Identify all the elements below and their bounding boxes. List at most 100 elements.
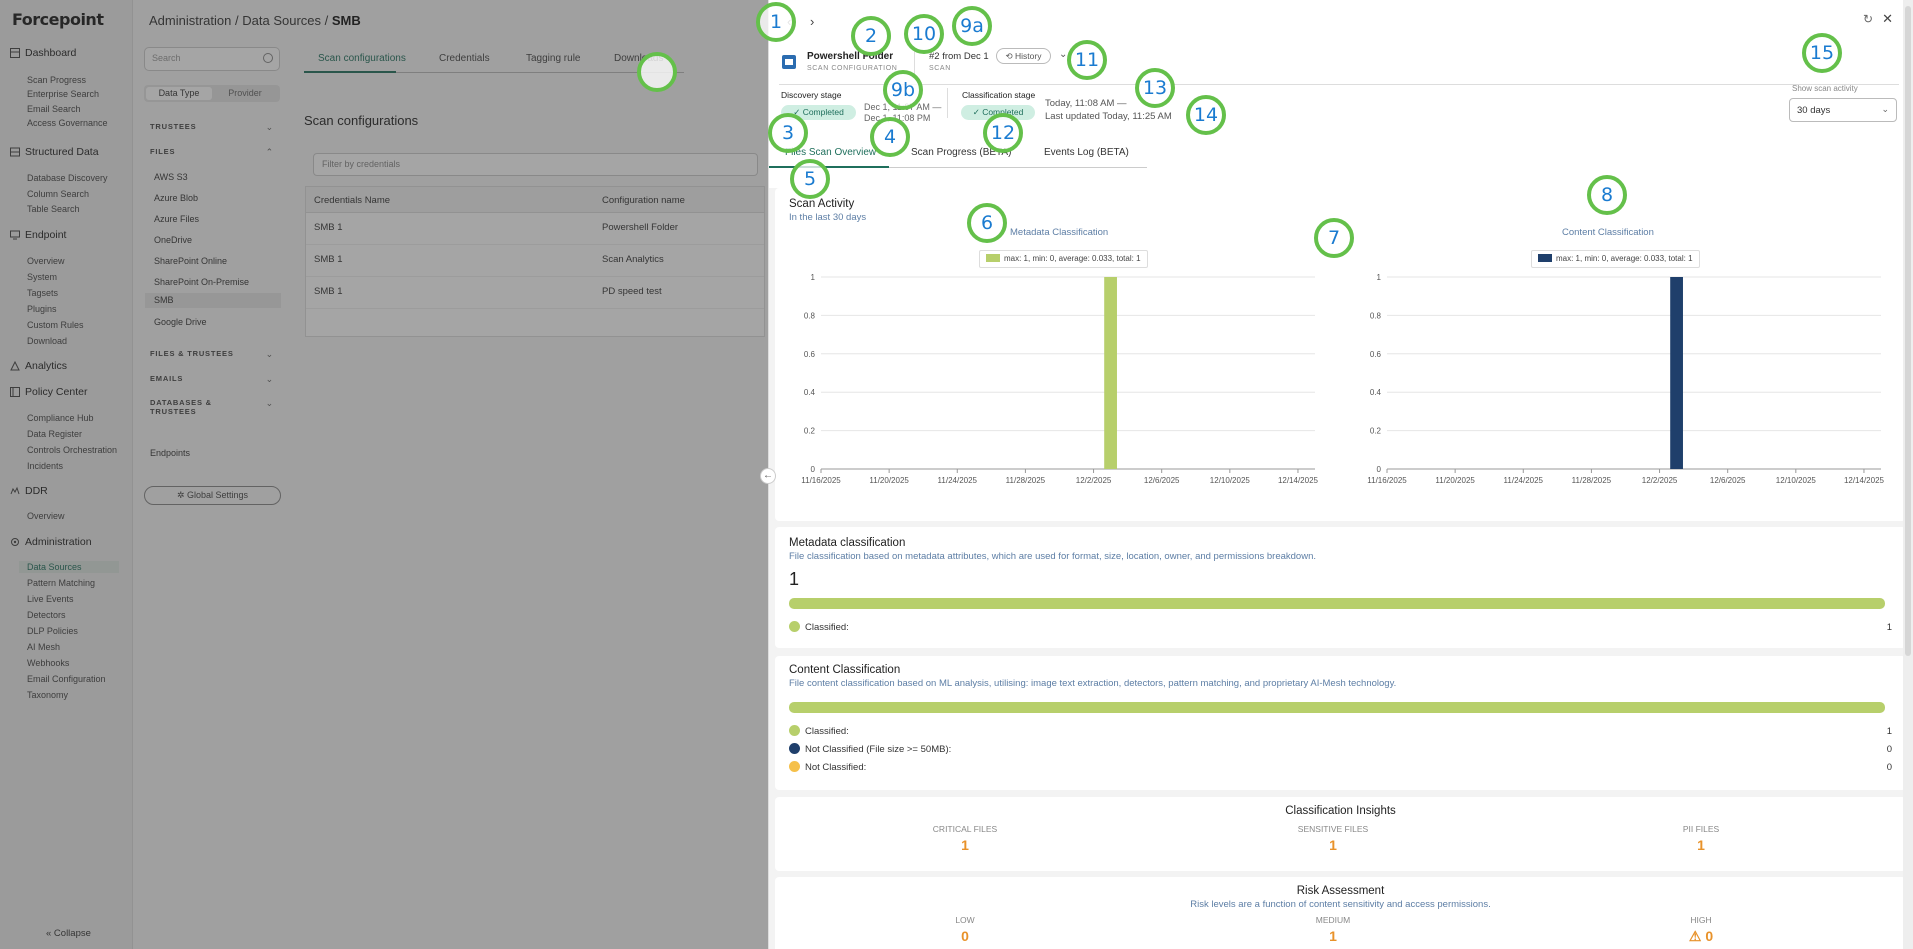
nav-item-plugins[interactable]: Plugins	[27, 304, 57, 314]
data-type-toggle[interactable]: Data Type	[146, 87, 212, 100]
nav-dashboard[interactable]: Dashboard	[10, 46, 76, 60]
tab-scan-configurations[interactable]: Scan configurations	[318, 53, 406, 64]
scan-activity-range-select[interactable]: 30 days ⌄	[1789, 98, 1897, 122]
group-emails[interactable]: EMAILS ⌄	[150, 374, 274, 384]
nav-item-ai-mesh[interactable]: AI Mesh	[27, 642, 61, 652]
policy-icon	[10, 387, 20, 397]
scrollbar-thumb[interactable]	[1905, 6, 1911, 656]
provider-toggle[interactable]: Provider	[228, 88, 262, 98]
tab-downloads[interactable]: Downloads	[614, 53, 664, 64]
nav-item-database-discovery[interactable]: Database Discovery	[27, 173, 108, 183]
annotation-marker-downloads	[637, 52, 677, 92]
group-files-trustees[interactable]: FILES & TRUSTEES ⌄	[150, 349, 274, 359]
tab-files-scan-overview[interactable]: Files Scan Overview	[785, 147, 877, 158]
nav-item-enterprise-search[interactable]: Enterprise Search	[27, 89, 100, 99]
metadata-chart-legend[interactable]: max: 1, min: 0, average: 0.033, total: 1	[979, 250, 1148, 268]
nav-item-live-events[interactable]: Live Events	[27, 594, 74, 604]
annotation-marker: 3	[768, 113, 808, 153]
nav-item-incidents[interactable]: Incidents	[27, 461, 64, 471]
collapse-panel-icon[interactable]: ←	[760, 468, 776, 484]
global-settings-button[interactable]: ✲ Global Settings	[144, 486, 281, 505]
source-sharepoint-on-premise[interactable]: SharePoint On-Premise	[154, 277, 250, 287]
nav-ddr[interactable]: DDR	[10, 484, 48, 498]
nav-item-ddr-overview[interactable]: Overview	[27, 511, 65, 521]
y-tick-label: 0.2	[1370, 427, 1382, 436]
nav-item-access-governance[interactable]: Access Governance	[27, 118, 108, 128]
history-button[interactable]: ⟲ History	[996, 48, 1051, 64]
nav-endpoint[interactable]: Endpoint	[10, 228, 66, 242]
nav-item-data-sources[interactable]: Data Sources	[19, 561, 119, 573]
nav-item-email-configuration[interactable]: Email Configuration	[27, 674, 106, 684]
chevron-right-icon[interactable]: ›	[810, 14, 815, 29]
nav-item-pattern-matching[interactable]: Pattern Matching	[27, 578, 96, 588]
chevron-down-icon: ⌄	[265, 398, 274, 408]
nav-item-data-register[interactable]: Data Register	[27, 429, 83, 439]
nav-item-custom-rules[interactable]: Custom Rules	[27, 320, 84, 330]
cell-credentials: SMB 1	[314, 222, 343, 233]
breadcrumb: Administration / Data Sources / SMB	[149, 13, 361, 28]
collapse-button[interactable]: « Collapse	[46, 928, 91, 939]
group-databases-trustees[interactable]: DATABASES & TRUSTEES ⌄	[150, 398, 273, 416]
nav-analytics[interactable]: Analytics	[10, 359, 67, 373]
nav-item-detectors[interactable]: Detectors	[27, 610, 66, 620]
source-onedrive[interactable]: OneDrive	[154, 235, 193, 245]
source-azure-blob[interactable]: Azure Blob	[154, 193, 199, 203]
y-tick-label: 0.6	[804, 350, 816, 359]
nav-item-webhooks[interactable]: Webhooks	[27, 658, 70, 668]
x-tick-label: 11/20/2025	[1435, 476, 1475, 485]
group-files[interactable]: FILES ⌃	[150, 147, 274, 157]
search-icon	[263, 53, 273, 63]
table-row[interactable]: SMB 1 Scan Analytics	[306, 245, 764, 277]
col-credentials-name[interactable]: Credentials Name	[314, 195, 391, 206]
source-smb[interactable]: SMB	[145, 293, 281, 308]
critical-files-value[interactable]: 1	[961, 837, 969, 853]
nav-item-system[interactable]: System	[27, 272, 58, 282]
refresh-icon[interactable]: ↻	[1862, 12, 1873, 26]
close-icon[interactable]: ✕	[1882, 11, 1893, 26]
table-row[interactable]: SMB 1 PD speed test	[306, 277, 764, 309]
nav-item-taxonomy[interactable]: Taxonomy	[27, 690, 69, 700]
source-aws-s3[interactable]: AWS S3	[154, 172, 188, 182]
source-google-drive[interactable]: Google Drive	[154, 317, 207, 327]
risk-medium-value[interactable]: 1	[1329, 928, 1337, 944]
nav-policy-center[interactable]: Policy Center	[10, 385, 87, 399]
tab-tagging-rule[interactable]: Tagging rule	[526, 53, 581, 64]
nav-item-scan-progress[interactable]: Scan Progress	[27, 75, 87, 85]
nav-item-download[interactable]: Download	[27, 336, 68, 346]
source-sharepoint-online[interactable]: SharePoint Online	[154, 256, 228, 266]
tab-credentials[interactable]: Credentials	[439, 53, 490, 64]
source-search-input[interactable]: Search	[144, 47, 280, 71]
nav-item-column-search[interactable]: Column Search	[27, 189, 90, 199]
nav-item-controls-orchestration[interactable]: Controls Orchestration	[27, 445, 118, 455]
group-trustees[interactable]: TRUSTEES ⌄	[150, 122, 274, 132]
nav-item-compliance-hub[interactable]: Compliance Hub	[27, 413, 94, 423]
nav-administration[interactable]: Administration	[10, 535, 92, 549]
nav-item-email-search[interactable]: Email Search	[27, 104, 81, 114]
content-chart-legend[interactable]: max: 1, min: 0, average: 0.033, total: 1	[1531, 250, 1700, 268]
col-configuration-name[interactable]: Configuration name	[602, 195, 685, 206]
brand-logo[interactable]: Forcepoint	[12, 10, 104, 29]
panel-scrollbar[interactable]	[1903, 0, 1913, 949]
group-label: FILES & TRUSTEES	[150, 349, 234, 358]
table-row[interactable]: SMB 1 Powershell Folder	[306, 213, 764, 245]
nav-structured-data[interactable]: Structured Data	[10, 145, 99, 159]
nav-item-overview[interactable]: Overview	[27, 256, 65, 266]
breadcrumb-data-sources[interactable]: Data Sources	[242, 13, 322, 28]
sensitive-files-value[interactable]: 1	[1329, 837, 1337, 853]
chevron-down-icon[interactable]: ⌄	[1059, 49, 1068, 60]
nav-item-table-search[interactable]: Table Search	[27, 204, 80, 214]
tab-events-log[interactable]: Events Log (BETA)	[1044, 147, 1129, 158]
breadcrumb-administration[interactable]: Administration	[149, 13, 232, 28]
insights-title: Classification Insights	[1285, 805, 1396, 817]
nav-item-dlp-policies[interactable]: DLP Policies	[27, 626, 78, 636]
risk-low-value[interactable]: 0	[961, 928, 969, 944]
content-classification-card: Content Classification File content clas…	[775, 656, 1906, 790]
pii-files-value[interactable]: 1	[1697, 837, 1705, 853]
tab-scan-progress[interactable]: Scan Progress (BETA)	[911, 147, 1012, 158]
risk-high-value[interactable]: ⚠ 0	[1688, 928, 1714, 944]
source-azure-files[interactable]: Azure Files	[154, 214, 200, 224]
modal-overlay[interactable]	[0, 0, 768, 949]
source-endpoints[interactable]: Endpoints	[150, 448, 191, 458]
credentials-filter[interactable]: Filter by credentials	[313, 153, 758, 176]
nav-item-tagsets[interactable]: Tagsets	[27, 288, 59, 298]
